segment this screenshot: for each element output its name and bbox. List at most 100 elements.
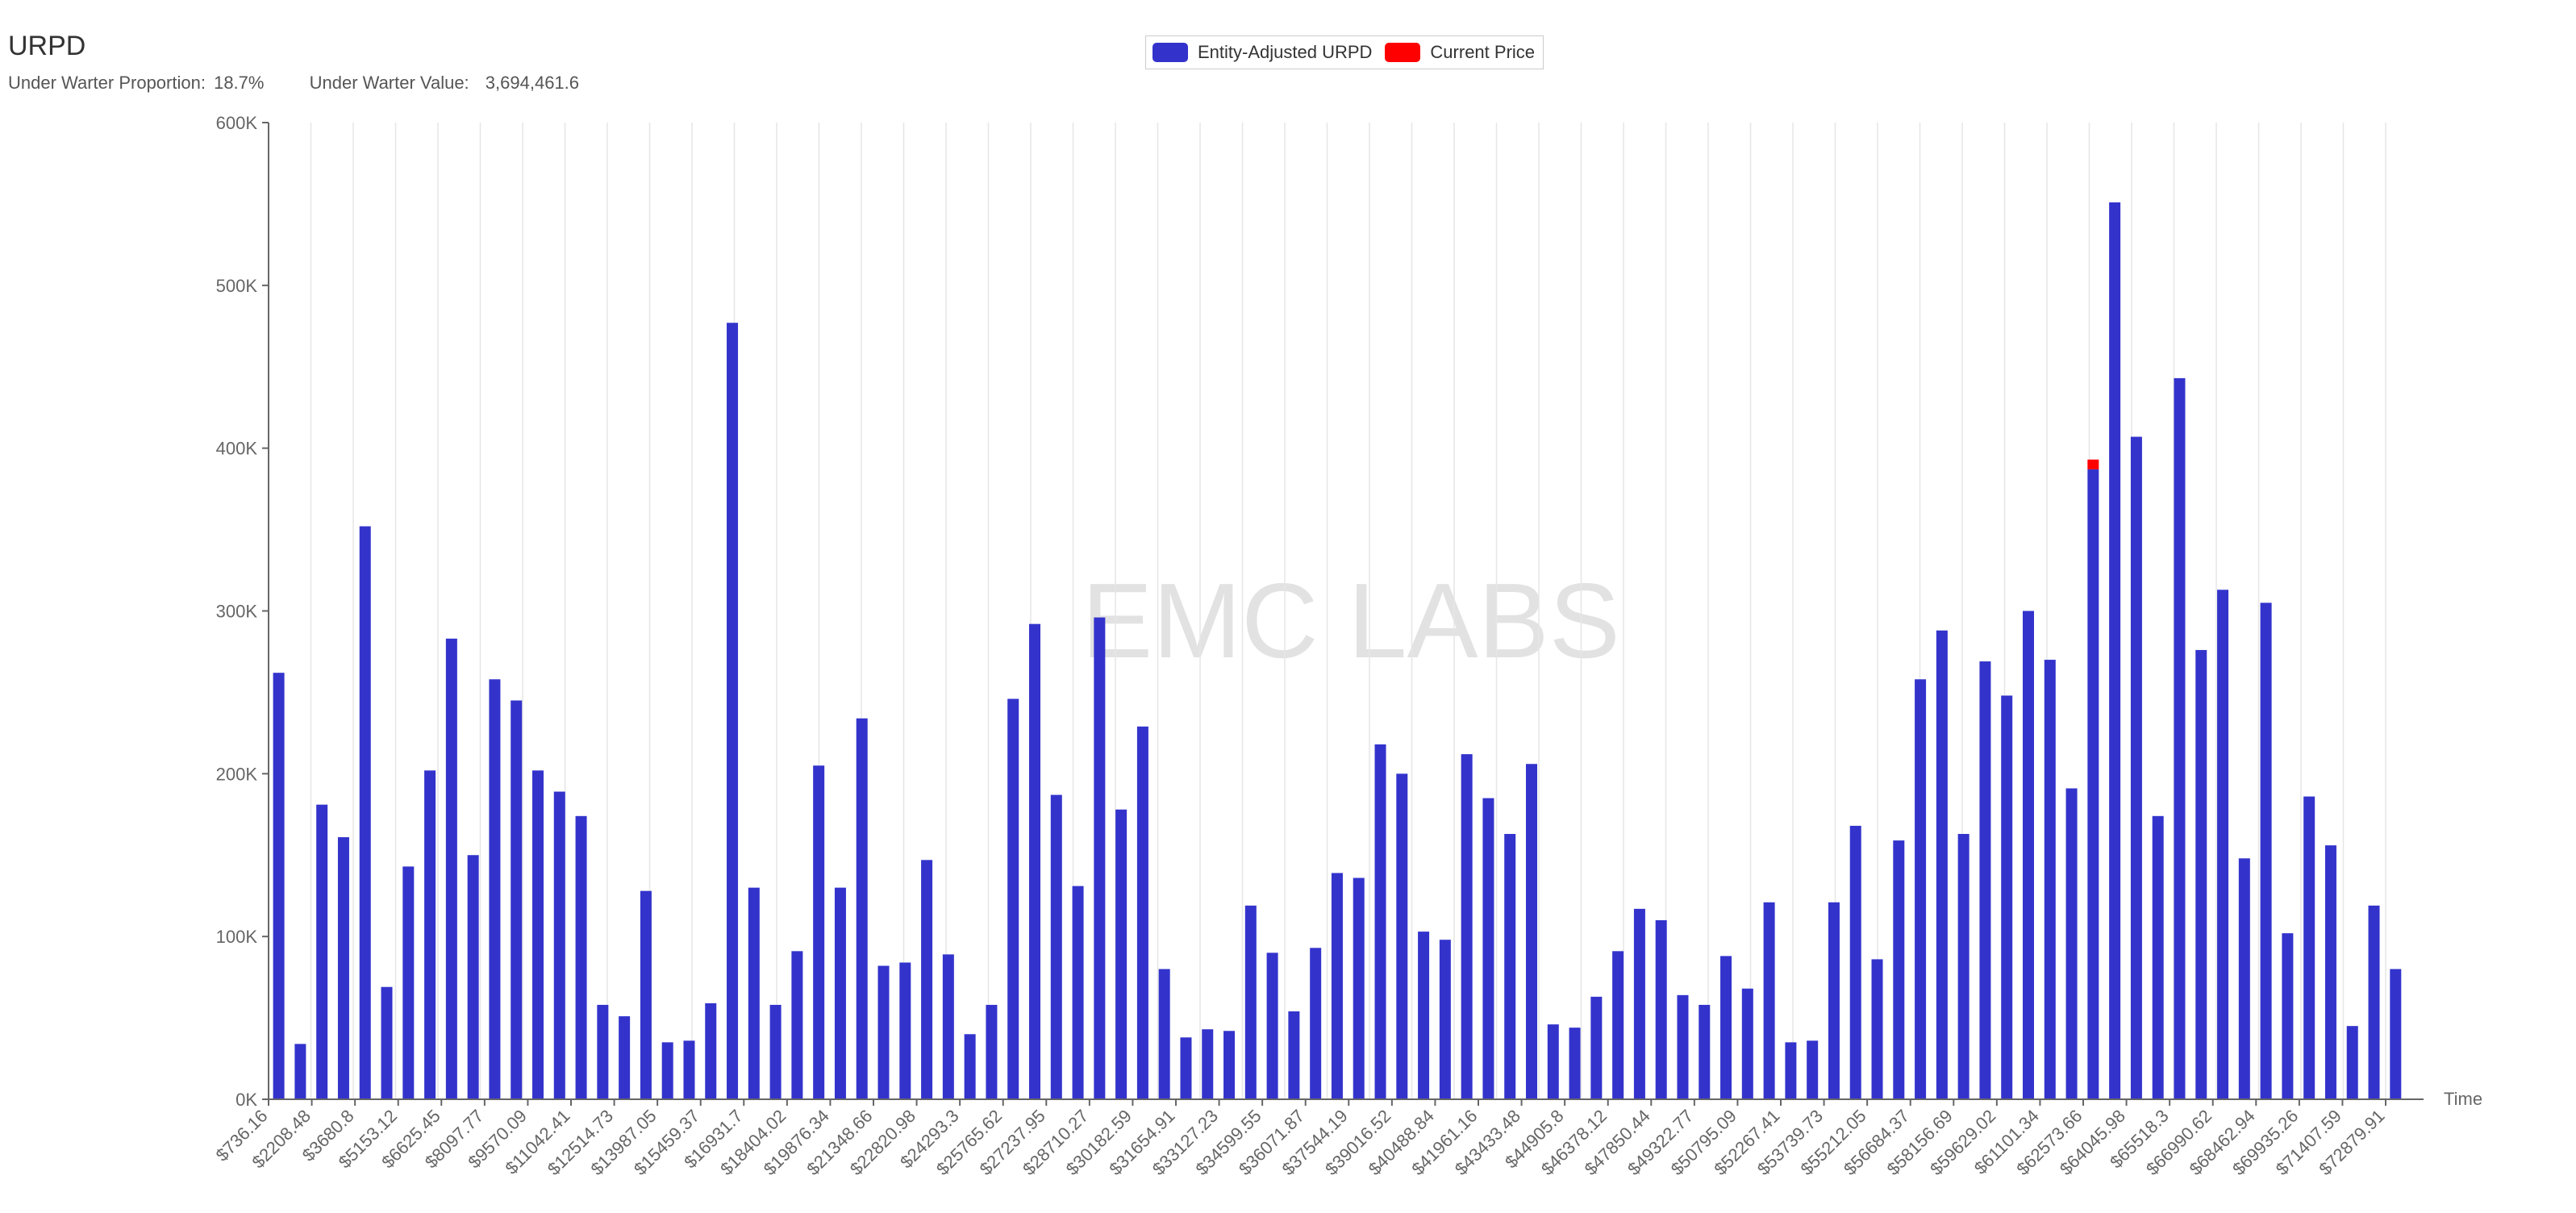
- bar[interactable]: [813, 765, 825, 1099]
- bar[interactable]: [489, 679, 501, 1099]
- bar[interactable]: [1828, 902, 1840, 1099]
- bar[interactable]: [877, 965, 890, 1100]
- bar[interactable]: [791, 951, 803, 1099]
- bar[interactable]: [1979, 661, 1991, 1099]
- bar[interactable]: [1957, 834, 1970, 1099]
- bar[interactable]: [1612, 951, 1624, 1099]
- bar[interactable]: [337, 837, 349, 1099]
- bar[interactable]: [748, 887, 760, 1099]
- bar[interactable]: [661, 1042, 673, 1099]
- bar[interactable]: [1525, 764, 1537, 1099]
- bar[interactable]: [1418, 932, 1430, 1099]
- bar[interactable]: [2260, 602, 2272, 1099]
- bar[interactable]: [1072, 886, 1084, 1099]
- bar[interactable]: [2109, 202, 2121, 1099]
- bar[interactable]: [1310, 948, 1322, 1099]
- bar[interactable]: [1741, 988, 1753, 1099]
- bar[interactable]: [381, 986, 393, 1099]
- bar[interactable]: [2087, 469, 2099, 1099]
- bar[interactable]: [2324, 845, 2336, 1099]
- bar[interactable]: [1180, 1037, 1192, 1099]
- bar[interactable]: [921, 860, 933, 1099]
- bar[interactable]: [445, 638, 457, 1099]
- bar[interactable]: [1915, 679, 1927, 1099]
- bar[interactable]: [2044, 660, 2056, 1099]
- bar[interactable]: [683, 1040, 695, 1099]
- bar[interactable]: [1785, 1042, 1797, 1099]
- bar[interactable]: [2195, 649, 2207, 1099]
- bar[interactable]: [2303, 796, 2315, 1099]
- bar[interactable]: [1633, 908, 1645, 1099]
- bar[interactable]: [1266, 952, 1278, 1099]
- bar[interactable]: [2346, 1026, 2358, 1099]
- bar[interactable]: [1677, 994, 1689, 1099]
- bar[interactable]: [619, 1016, 631, 1099]
- bar[interactable]: [2065, 788, 2078, 1100]
- bar[interactable]: [1050, 794, 1062, 1099]
- bar[interactable]: [2217, 590, 2229, 1099]
- bar[interactable]: [834, 887, 846, 1099]
- bar[interactable]: [402, 866, 415, 1099]
- bar[interactable]: [640, 890, 652, 1099]
- bar[interactable]: [1244, 905, 1257, 1099]
- bar[interactable]: [2282, 933, 2294, 1099]
- bar[interactable]: [942, 954, 954, 1099]
- bar[interactable]: [1699, 1004, 1711, 1099]
- bar[interactable]: [1893, 840, 1905, 1099]
- bar[interactable]: [1028, 623, 1040, 1099]
- bar[interactable]: [1007, 698, 1019, 1099]
- bar[interactable]: [1655, 919, 1667, 1099]
- bar[interactable]: [1158, 969, 1170, 1099]
- bar[interactable]: [294, 1044, 306, 1099]
- bar[interactable]: [1136, 726, 1148, 1099]
- bar[interactable]: [986, 1004, 998, 1099]
- bar[interactable]: [1439, 940, 1451, 1099]
- bar[interactable]: [467, 855, 479, 1099]
- bar[interactable]: [769, 1004, 782, 1099]
- bar[interactable]: [1849, 825, 1861, 1099]
- bar[interactable]: [1871, 959, 1883, 1099]
- bar[interactable]: [2152, 815, 2164, 1099]
- bar[interactable]: [553, 791, 565, 1099]
- bar[interactable]: [1331, 873, 1343, 1099]
- bar[interactable]: [1936, 630, 1948, 1099]
- bar[interactable]: [597, 1004, 609, 1099]
- bar[interactable]: [856, 718, 868, 1099]
- bar[interactable]: [1547, 1024, 1559, 1099]
- bar[interactable]: [1115, 809, 1128, 1099]
- current-price-bar[interactable]: [2087, 459, 2099, 469]
- bar[interactable]: [1288, 1011, 1300, 1099]
- bar[interactable]: [273, 673, 285, 1099]
- bar[interactable]: [2130, 436, 2142, 1099]
- bar[interactable]: [575, 815, 587, 1099]
- bar[interactable]: [2001, 695, 2013, 1099]
- bar[interactable]: [1590, 996, 1603, 1099]
- bar[interactable]: [1396, 773, 1408, 1099]
- bar[interactable]: [2238, 858, 2250, 1099]
- bar[interactable]: [359, 526, 371, 1099]
- bar[interactable]: [899, 962, 911, 1099]
- bar[interactable]: [2022, 611, 2034, 1100]
- bar[interactable]: [511, 700, 523, 1099]
- bar[interactable]: [2390, 969, 2402, 1099]
- bar[interactable]: [2174, 377, 2186, 1099]
- bar[interactable]: [1763, 902, 1775, 1099]
- bar[interactable]: [1353, 877, 1365, 1099]
- bar[interactable]: [1223, 1031, 1236, 1099]
- bar[interactable]: [424, 770, 436, 1099]
- bar[interactable]: [1504, 834, 1516, 1099]
- bar[interactable]: [1461, 754, 1473, 1099]
- bar[interactable]: [1202, 1029, 1214, 1099]
- bar[interactable]: [1569, 1028, 1581, 1099]
- legend-item-current-price[interactable]: Current Price: [1385, 42, 1535, 63]
- bar[interactable]: [1720, 956, 1732, 1099]
- bar[interactable]: [531, 770, 544, 1099]
- bar[interactable]: [1094, 617, 1106, 1099]
- bar[interactable]: [1374, 744, 1386, 1099]
- bar[interactable]: [1807, 1040, 1819, 1099]
- bar[interactable]: [964, 1034, 976, 1099]
- legend-item-entity-adjusted-urpd[interactable]: Entity-Adjusted URPD: [1153, 42, 1372, 63]
- bar[interactable]: [1482, 798, 1494, 1099]
- bar[interactable]: [705, 1002, 717, 1099]
- bar[interactable]: [727, 323, 739, 1099]
